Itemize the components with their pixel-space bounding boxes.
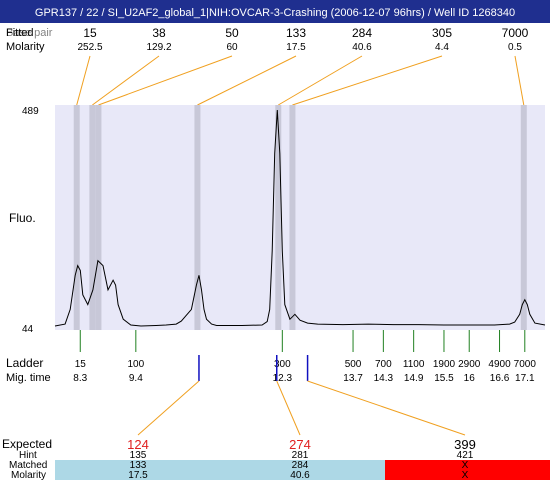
top-connector-3 [197,55,297,106]
peak-molarity-1: 129.2 [146,42,171,53]
expected-value-2: 399 [454,437,476,452]
expected-value-0: 124 [127,437,149,452]
ladder-time-4: 14.3 [374,373,394,384]
expected-label: Expected [2,437,52,451]
y-tick-bottom: 44 [22,324,34,335]
molarity-value-0: 17.5 [128,470,148,480]
ladder-size-5: 1100 [403,359,425,370]
bottom-connectors [137,380,466,436]
ladder-labels: 15 8.3 100 9.4 300 12.3 500 13.7 700 14.3 1100 14.9… [73,359,536,384]
matched-bg-1 [220,460,385,480]
peak-molarity-6: 0.5 [508,42,522,53]
peak-molarity-4: 40.6 [352,42,372,53]
ladder-time-6: 15.5 [434,373,454,384]
ladder-size-1: 100 [127,359,144,370]
top-connector-5 [292,55,443,106]
ladder-size-3: 500 [345,359,362,370]
peak-size-5: 305 [432,26,452,40]
peak-band-0 [73,105,80,330]
fluorescence-trace [54,109,546,327]
ladder-size-4: 700 [375,359,392,370]
matched-label: Matched [9,460,47,471]
ladder-size-6: 1900 [433,359,456,370]
peak-band-1 [89,105,96,330]
peak-size-4: 284 [352,26,372,40]
top-connector-4 [278,55,363,106]
top-connector-1 [92,55,160,106]
peaks-table: 15 252.5 38 129.2 50 60 133 17.5 284 40.6 305 4.4 70… [77,26,528,53]
peak-size-3: 133 [286,26,306,40]
ladder-time-1: 9.4 [129,373,143,384]
top-connector-6 [514,55,525,106]
ladder-ticks [79,330,526,352]
peak-band-6 [520,105,527,330]
row-label-fitted: Fitted [6,27,34,39]
expected-value-1: 274 [289,437,311,452]
bottom-connector-1 [276,380,301,436]
ladder-size-2: 300 [274,359,291,370]
peak-molarity-0: 252.5 [77,42,102,53]
matched-bg-2 [385,460,550,480]
peak-size-0: 15 [83,26,97,40]
hint-value-0: 135 [130,450,147,461]
peak-band-4 [275,105,282,330]
ladder-time-2: 12.3 [273,373,293,384]
top-connector-2 [98,55,233,106]
molarity-label: Molarity [11,470,46,480]
peak-size-2: 50 [225,26,239,40]
top-connectors [76,55,525,106]
peak-band-3 [194,105,201,330]
bottom-connector-2 [307,380,466,436]
y-tick-top: 489 [22,106,39,117]
peak-molarity-2: 60 [226,42,238,53]
molarity-value-2: X [462,470,469,480]
ladder-size-0: 15 [75,359,87,370]
ladder-time-7: 16 [464,373,476,384]
ladder-label: Ladder [6,356,43,370]
top-connector-0 [76,55,91,106]
ladder-size-7: 2900 [458,359,481,370]
matched-value-2: X [462,460,469,471]
matched-bg-0 [55,460,220,480]
ladder-time-3: 13.7 [343,373,363,384]
row-label-basepair: Base pair [6,27,53,39]
ladder-time-8: 16.6 [490,373,510,384]
migtime-label: Mig. time [6,372,51,384]
ladder-time-5: 14.9 [404,373,424,384]
peak-band-2 [95,105,102,330]
matched-value-0: 133 [130,460,147,471]
ladder-size-8: 4900 [488,359,511,370]
bottom-connector-0 [137,380,200,436]
peak-molarity-3: 17.5 [286,42,306,53]
peak-bands [73,105,527,330]
peak-size-6: 7000 [502,26,529,40]
hint-value-1: 281 [292,450,309,461]
hint-label: Hint [19,450,37,461]
y-axis-label: Fluo. [9,211,36,225]
ladder-time-9: 17.1 [515,373,535,384]
molarity-value-1: 40.6 [290,470,310,480]
ladder-time-0: 8.3 [73,373,87,384]
peak-band-5 [289,105,296,330]
marker-ticks [198,355,309,381]
row-label-molarity: Molarity [6,41,45,53]
hint-value-2: 421 [457,450,474,461]
title-bar [0,0,550,23]
chart-title: GPR137 / 22 / SI_U2AF2_global_1|NIH:OVCA… [35,7,515,19]
peak-size-1: 38 [152,26,166,40]
matched-value-1: 284 [292,460,309,471]
ladder-size-9: 7000 [514,359,537,370]
peak-molarity-5: 4.4 [435,42,449,53]
plot-area [55,105,545,330]
